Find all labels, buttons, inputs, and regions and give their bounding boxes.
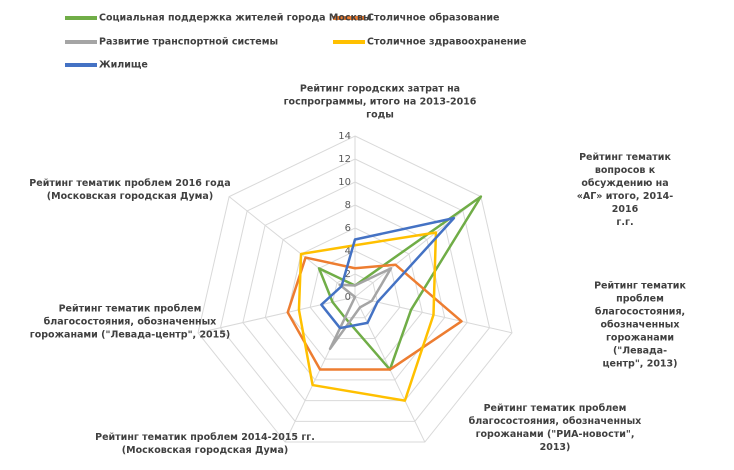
tick-label: 4 — [345, 246, 351, 257]
series-line — [297, 231, 438, 402]
axis-label: Рейтинг тематик проблем 2016 года (Моско… — [29, 178, 231, 202]
tick-label: 14 — [338, 131, 351, 142]
axis-label: Рейтинг тематик проблем благосостояния, … — [594, 280, 686, 370]
series-line — [317, 195, 483, 371]
tick-label: 8 — [345, 200, 351, 211]
grid-ring — [197, 135, 513, 443]
grid-ring — [332, 273, 378, 319]
tick-label: 0 — [345, 292, 351, 303]
spoke — [228, 196, 356, 298]
series-line — [286, 256, 463, 371]
legend-label: Столичное здравоохранение — [367, 36, 527, 48]
tick-label: 10 — [338, 177, 351, 188]
legend-label: Жилище — [99, 59, 148, 71]
legend-label: Социальная поддержка жителей города Моск… — [99, 12, 372, 24]
axis-label: Рейтинг тематик проблем благосостояния, … — [468, 403, 642, 453]
series-line — [320, 216, 456, 330]
grid-ring — [242, 181, 468, 402]
axis-label: Рейтинг городских затрат на госпрограммы… — [283, 83, 477, 121]
axis-label: Рейтинг тематик проблем 2014-2015 гг. (М… — [95, 432, 315, 456]
legend-label: Столичное образование — [367, 12, 500, 24]
grid-ring — [264, 204, 446, 381]
grid-ring — [219, 158, 491, 422]
tick-label: 2 — [345, 269, 351, 280]
axis-label: Рейтинг тематик проблем благосостояния, … — [29, 303, 231, 341]
axis-label: Рейтинг тематик вопросов к обсуждению на… — [576, 152, 674, 228]
spoke — [197, 296, 356, 334]
grid-ring — [309, 250, 401, 339]
tick-label: 12 — [338, 154, 351, 165]
tick-label: 6 — [345, 223, 351, 234]
legend-label: Развитие транспортной системы — [99, 36, 279, 48]
spoke — [354, 196, 482, 298]
